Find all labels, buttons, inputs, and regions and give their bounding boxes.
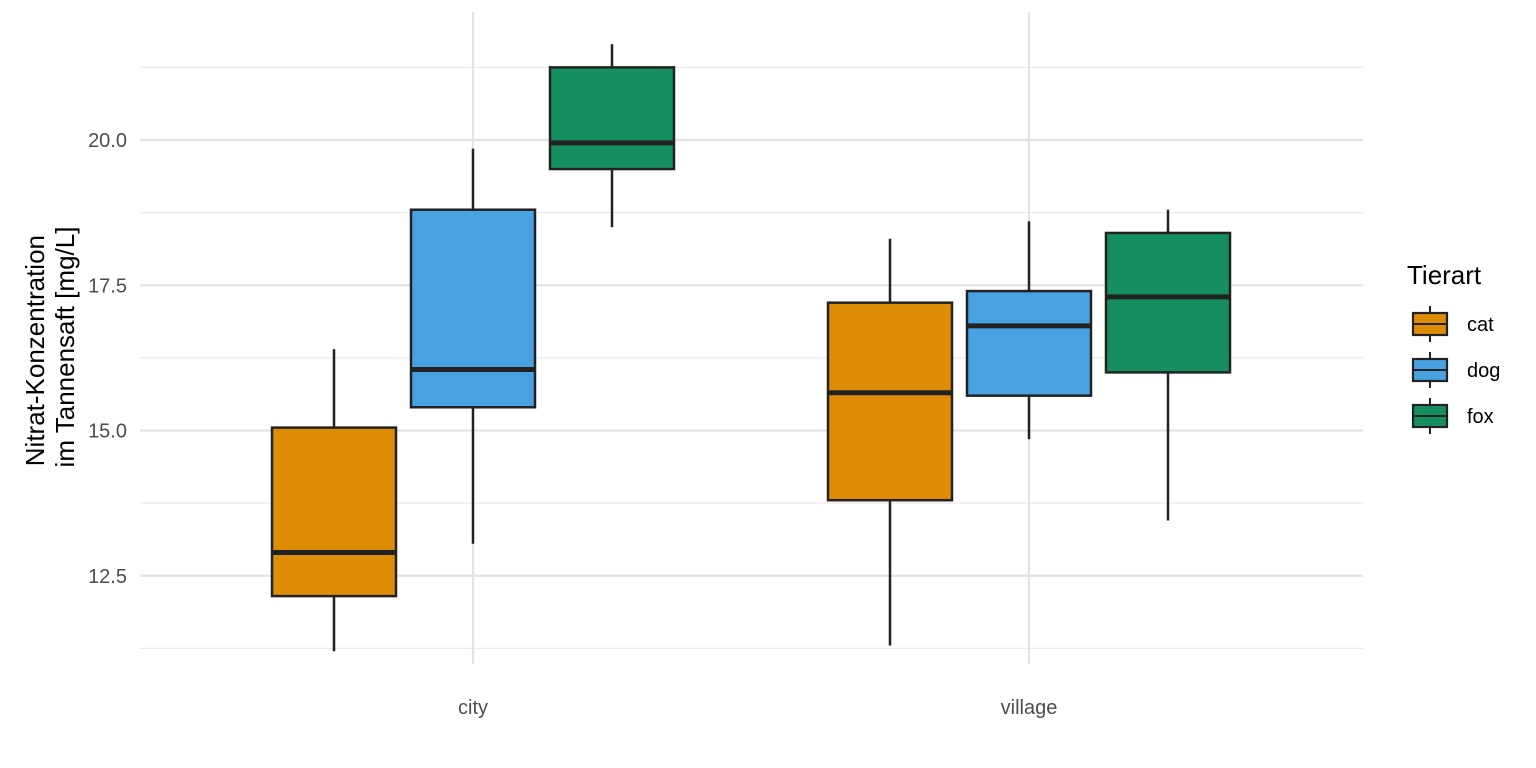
- box-body: [548, 66, 676, 171]
- y-axis-title-line-1: Nitrat-Konzentration: [20, 235, 50, 466]
- legend-label: fox: [1467, 406, 1494, 428]
- legend-item-cat: cat: [1411, 306, 1494, 342]
- y-tick-label: 17.5: [88, 275, 127, 297]
- y-axis-title-line-2: im Tannensaft [mg/L]: [50, 227, 80, 468]
- legend-keys: cat dog fox: [1411, 306, 1500, 434]
- box-series: [270, 44, 1232, 652]
- legend: Tierart cat dog fox: [1407, 260, 1500, 434]
- box-body: [826, 301, 954, 502]
- x-tick-label: city: [458, 697, 488, 719]
- y-axis-ticks: 12.5 15.0 17.5 20.0: [88, 130, 127, 588]
- box-body: [965, 289, 1093, 397]
- legend-title: Tierart: [1407, 260, 1482, 290]
- box-body: [270, 426, 398, 598]
- legend-item-fox: fox: [1411, 398, 1494, 434]
- x-axis-ticks: city village: [458, 697, 1057, 719]
- y-tick-label: 15.0: [88, 421, 127, 443]
- legend-label: cat: [1467, 314, 1494, 336]
- legend-label: dog: [1467, 360, 1500, 382]
- box-body: [409, 208, 537, 409]
- box-fox-city: [548, 44, 676, 228]
- box-fox-village: [1104, 209, 1232, 521]
- box-dog-village: [965, 221, 1093, 440]
- x-tick-label: village: [1001, 697, 1058, 719]
- box-body: [1104, 231, 1232, 374]
- legend-item-dog: dog: [1411, 352, 1500, 388]
- y-tick-label: 20.0: [88, 130, 127, 152]
- y-tick-label: 12.5: [88, 566, 127, 588]
- y-axis-title: Nitrat-Konzentration im Tannensaft [mg/L…: [20, 227, 80, 468]
- box-cat-city: [270, 349, 398, 652]
- box-cat-village: [826, 238, 954, 646]
- box-dog-city: [409, 148, 537, 544]
